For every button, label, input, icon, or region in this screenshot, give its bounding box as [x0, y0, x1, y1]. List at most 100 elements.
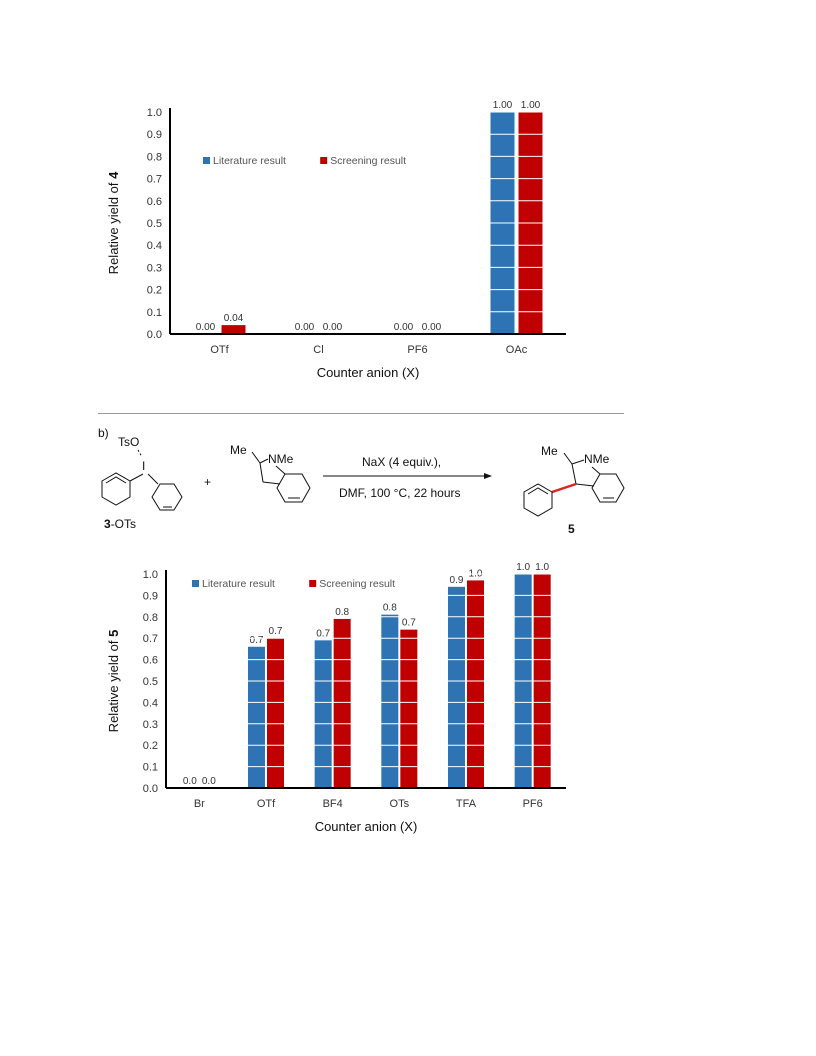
chart-b-bar-literature: [448, 586, 465, 788]
indole-methyl-label: Me: [230, 443, 247, 457]
chart-b-category-label: Br: [194, 798, 205, 810]
chart-b-legend-label: Screening result: [319, 578, 395, 590]
bond-i-left: [129, 473, 144, 482]
indole-benzo-ring: [276, 473, 311, 503]
plus-sign: +: [204, 475, 211, 489]
indole-reactant: Me NMe: [230, 443, 311, 503]
chart-b-y-tick-label: 0.7: [143, 633, 158, 645]
chart-a-data-label: 0.04: [224, 313, 244, 324]
chart-a-bar-screening: [221, 325, 246, 334]
chart-b-data-label: 0.7: [402, 618, 416, 629]
chart-a-legend-label: Screening result: [330, 155, 406, 167]
chart-b-data-label: 0.7: [316, 628, 330, 639]
chart-b-category-label: OTs: [390, 798, 410, 810]
chart-b-y-axis-title-number: 5: [106, 630, 121, 637]
chart-a-y-axis-title-text: Relative yield of: [106, 179, 121, 274]
reaction-scheme: b) TsO I 3-OTs + Me NMe: [98, 426, 625, 536]
bond-c2-c3: [259, 462, 264, 483]
iodonium-reagent: TsO I 3-OTs: [101, 435, 183, 531]
product-phenyl-inner: [527, 487, 549, 495]
bond-c2-n: [259, 458, 269, 464]
chart-b-legend-label: Literature result: [202, 578, 275, 590]
chart-a-data-label: 0.00: [196, 322, 216, 333]
chart-b-data-label: 0.0: [183, 776, 197, 787]
indole-product: Me NMe 5: [523, 444, 625, 536]
chart-a-y-tick-label: 0.9: [147, 129, 162, 141]
chart-b-data-label: 0.8: [335, 607, 349, 618]
iodine-label: I: [142, 459, 145, 473]
chart-b-data-label: 0.0: [202, 776, 216, 787]
chart-a: 0.0 0.1 0.2 0.3 0.4 0.5 0.6 0.7 0.8 0.9 1.0 0.00 0.0…: [106, 100, 566, 380]
chart-a-data-label: 1.00: [493, 100, 513, 111]
chart-b-y-tick-label: 0.3: [143, 719, 158, 731]
chart-b-y-tick-label: 0.0: [143, 783, 158, 795]
chart-a-data-label: 0.00: [295, 322, 315, 333]
chart-a-y-axis-title-number: 4: [106, 171, 121, 179]
chart-b-bar-literature: [248, 646, 265, 788]
chart-b-y-axis-title-text: Relative yield of: [106, 637, 121, 732]
chart-b-data-label: 1.0: [516, 562, 530, 573]
chart-b-y-axis-title: Relative yield of 5: [106, 630, 121, 733]
chart-b-bar-screening: [267, 638, 284, 788]
chart-a-y-tick-label: 0.8: [147, 151, 162, 163]
chart-b-y-tick-label: 1.0: [143, 569, 158, 581]
chart-a-y-tick-label: 0.3: [147, 262, 162, 274]
chart-b-data-label: 0.7: [269, 626, 283, 637]
chart-a-y-tick-label: 0.2: [147, 285, 162, 297]
chart-b-legend: Literature result Screening result: [192, 578, 395, 590]
chart-a-category-label: PF6: [407, 344, 427, 356]
p-bond-c2-n: [571, 459, 585, 465]
chart-a-legend-swatch-literature: [203, 157, 210, 164]
product-methyl-label: Me: [541, 444, 558, 458]
chart-b-y-tick-label: 0.4: [143, 697, 158, 709]
conditions-top: NaX (4 equiv.),: [362, 455, 441, 469]
chart-b-category-label: PF6: [523, 798, 543, 810]
new-c-c-bond: [551, 482, 577, 494]
chart-a-data-label: 0.00: [394, 322, 414, 333]
chart-b-data-label: 0.7: [250, 635, 264, 646]
chart-b-y-tick-label: 0.5: [143, 676, 158, 688]
chart-a-legend: Literature result Screening result: [203, 155, 406, 167]
chart-a-y-tick-label: 1.0: [147, 107, 162, 119]
chart-a-legend-swatch-screening: [320, 157, 328, 164]
bond-c3-c3a: [262, 481, 281, 485]
dashed-bond: [137, 449, 143, 458]
chart-b-y-tick-label: 0.9: [143, 590, 158, 602]
chart-b-legend-swatch-screening: [309, 580, 317, 587]
chart-a-y-tick-label: 0.1: [147, 307, 162, 319]
chart-b-category-label: TFA: [456, 798, 477, 810]
chart-b-bar-screening: [400, 629, 418, 788]
chart-a-category-label: OAc: [506, 344, 528, 356]
chart-a-data-label: 1.00: [521, 100, 541, 111]
product-label: 5: [568, 522, 575, 536]
conditions-bottom: DMF, 100 °C, 22 hours: [339, 486, 461, 500]
chart-a-legend-label: Literature result: [213, 155, 286, 167]
chart-b-bar-screening: [467, 580, 484, 788]
indole-nitrogen-label: NMe: [268, 452, 294, 466]
chart-a-data-label: 0.00: [323, 322, 343, 333]
chart-b-bar-screening: [333, 618, 351, 788]
chart-b-bar-literature: [381, 614, 399, 788]
chart-b-y-tick-label: 0.6: [143, 655, 158, 667]
p-bond-n-c7a: [591, 466, 601, 475]
phenyl-ring-left: [101, 472, 131, 506]
chart-a-y-tick-label: 0.4: [147, 240, 162, 252]
panel-label: b): [98, 426, 109, 440]
chart-b-legend-swatch-literature: [192, 580, 199, 587]
chart-b-data-label: 0.8: [383, 603, 397, 614]
chart-b-y-tick-label: 0.2: [143, 740, 158, 752]
reagent-label-suffix: -OTs: [111, 517, 136, 531]
bond-me-c2: [251, 451, 261, 464]
chart-b-y-tick-label: 0.8: [143, 612, 158, 624]
chart-a-y-axis-title: Relative yield of 4: [106, 171, 121, 274]
chart-b-y-tick-label: 0.1: [143, 762, 158, 774]
phenyl-ring-left-inner: [105, 476, 127, 484]
tso-label: TsO: [118, 435, 139, 449]
product-phenyl-ring: [523, 483, 553, 517]
chart-a-y-tick-label: 0.7: [147, 174, 162, 186]
chart-b-data-label: 1.0: [535, 562, 549, 573]
chart-a-data-label: 0.00: [422, 322, 442, 333]
phenyl-ring-right: [151, 483, 183, 511]
p-bond-me-c2: [563, 452, 573, 465]
